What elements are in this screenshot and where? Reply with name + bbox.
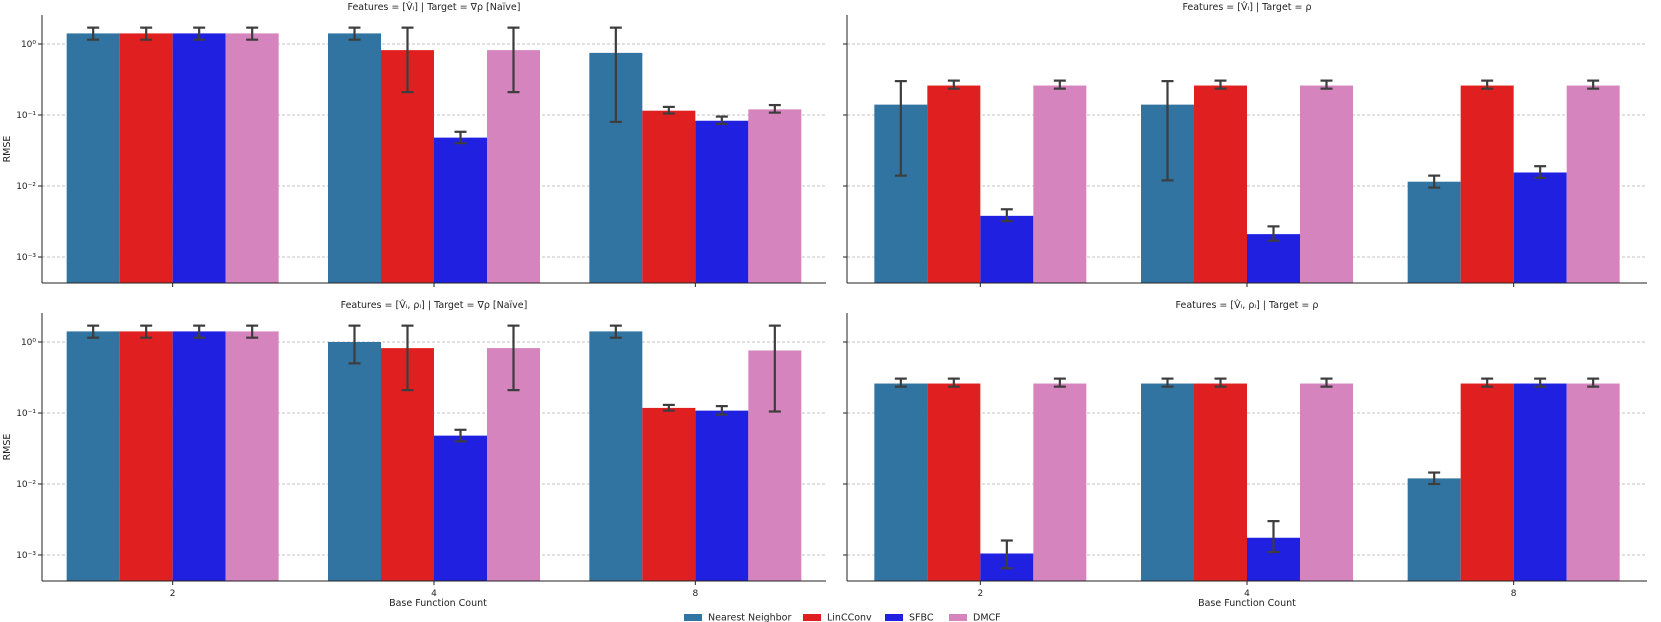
- bar: [927, 85, 981, 283]
- bar: [66, 331, 120, 581]
- bar: [119, 331, 173, 581]
- panel-title: Features = [V̂ᵢ, ρᵢ] | Target = ρ: [1176, 299, 1319, 311]
- panel-title: Features = [V̂ᵢ] | Target = ρ: [1182, 1, 1311, 13]
- bar: [1300, 383, 1353, 581]
- x-tick-label: 2: [977, 589, 983, 599]
- panel-top-right: Features = [V̂ᵢ] | Target = ρ: [843, 1, 1647, 287]
- x-tick-label: 8: [1511, 589, 1517, 599]
- bar: [434, 137, 487, 283]
- y-tick-label: 10⁻¹: [16, 111, 36, 121]
- y-tick-label: 10⁻²: [16, 480, 36, 490]
- y-tick-label: 10⁰: [21, 338, 36, 348]
- bar: [172, 331, 226, 581]
- bar: [1407, 478, 1461, 581]
- y-tick-label: 10⁻³: [16, 551, 36, 561]
- y-tick-label: 10⁻²: [16, 182, 36, 192]
- bar: [695, 120, 749, 283]
- x-tick-label: 4: [431, 589, 437, 599]
- legend-label: Nearest Neighbor: [708, 613, 791, 622]
- y-axis-label: RMSE: [2, 434, 13, 461]
- bar: [927, 383, 981, 581]
- x-axis-label-left: Base Function Count: [389, 598, 487, 609]
- bar: [1194, 383, 1247, 581]
- legend-label: LinCConv: [827, 613, 872, 622]
- bar: [1300, 85, 1353, 283]
- bar: [1407, 181, 1461, 283]
- bar: [1247, 234, 1300, 283]
- bar: [172, 33, 226, 283]
- legend-swatch: [949, 614, 967, 621]
- x-tick-label: 4: [1244, 589, 1250, 599]
- panel-bottom-right: 2 4 8 Features = [V̂ᵢ, ρᵢ] | Target = ρ Base…: [843, 299, 1647, 609]
- legend-swatch: [803, 614, 821, 621]
- bar: [225, 331, 279, 581]
- bar: [66, 33, 120, 283]
- bar: [874, 383, 928, 581]
- y-axis-label: RMSE: [2, 136, 13, 163]
- bar: [642, 110, 696, 283]
- bar: [119, 33, 173, 283]
- panel-top-left: 10⁰ 10⁻¹ 10⁻² 10⁻³ Features = [V̂ᵢ] | Target…: [2, 1, 826, 287]
- bar: [1513, 172, 1567, 283]
- bar: [434, 435, 487, 581]
- legend-swatch: [885, 614, 903, 621]
- legend-label: DMCF: [973, 613, 1001, 622]
- bar: [1033, 85, 1087, 283]
- legend-label: SFBC: [909, 613, 934, 622]
- bar: [328, 33, 381, 283]
- x-tick-label: 8: [692, 589, 698, 599]
- bar: [225, 33, 279, 283]
- bar: [1460, 85, 1514, 283]
- bar: [695, 410, 749, 581]
- bar: [1033, 383, 1087, 581]
- legend-swatch: [684, 614, 702, 621]
- x-tick-label: 2: [170, 589, 176, 599]
- bar: [748, 109, 802, 283]
- bar: [1513, 383, 1567, 581]
- panel-title: Features = [V̂ᵢ] | Target = ∇ρ [Naïve]: [348, 1, 521, 13]
- panel-bottom-left: 10⁰ 10⁻¹ 10⁻² 10⁻³ 2 4 8 Features = [V̂ᵢ, ρᵢ] |…: [2, 299, 826, 599]
- y-tick-label: 10⁻³: [16, 253, 36, 263]
- bar: [1566, 85, 1620, 283]
- bar: [1460, 383, 1514, 581]
- legend: Nearest Neighbor LinCConv SFBC DMCF: [684, 613, 1001, 622]
- y-tick-label: 10⁰: [21, 40, 36, 50]
- bar: [1566, 383, 1620, 581]
- bar: [642, 407, 696, 581]
- panel-title: Features = [V̂ᵢ, ρᵢ] | Target = ∇ρ [Naïv…: [341, 299, 528, 311]
- bar: [1141, 383, 1194, 581]
- bar: [980, 215, 1034, 283]
- bar: [589, 331, 643, 581]
- y-tick-label: 10⁻¹: [16, 409, 36, 419]
- x-axis-label: Base Function Count: [1198, 598, 1296, 609]
- bar: [328, 342, 381, 581]
- bar: [1194, 85, 1247, 283]
